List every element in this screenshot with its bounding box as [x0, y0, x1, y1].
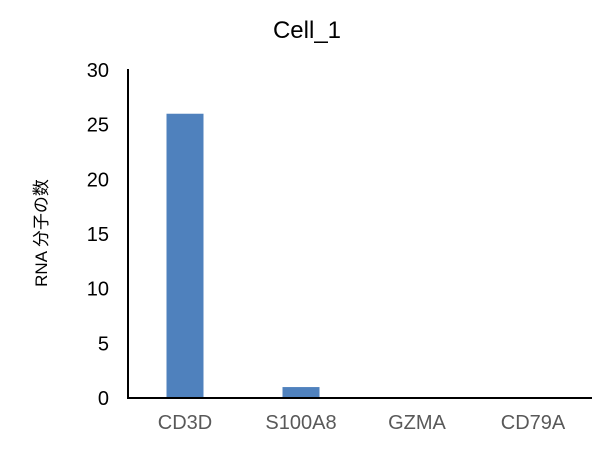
x-axis-ticks: CD3D S100A8 GZMA CD79A: [158, 412, 566, 434]
y-axis-label: RNA 分子の数: [32, 179, 51, 287]
chart-title: Cell_1: [273, 17, 341, 44]
y-tick-label: 5: [98, 333, 109, 355]
y-axis-ticks: 0 5 10 15 20 25 30: [87, 60, 109, 410]
y-tick-label: 15: [87, 224, 109, 246]
bar-cd3d: [166, 113, 204, 398]
y-tick-label: 25: [87, 115, 109, 137]
x-tick-label: S100A8: [265, 412, 336, 434]
x-tick-label: CD79A: [501, 412, 566, 434]
bar-series: [166, 113, 320, 398]
x-tick-label: GZMA: [388, 412, 446, 434]
x-tick-label: CD3D: [158, 412, 212, 434]
y-tick-label: 30: [87, 60, 109, 82]
y-tick-label: 10: [87, 279, 109, 301]
bar-s100a8: [282, 387, 320, 398]
y-tick-label: 20: [87, 169, 109, 191]
y-tick-label: 0: [98, 388, 109, 410]
